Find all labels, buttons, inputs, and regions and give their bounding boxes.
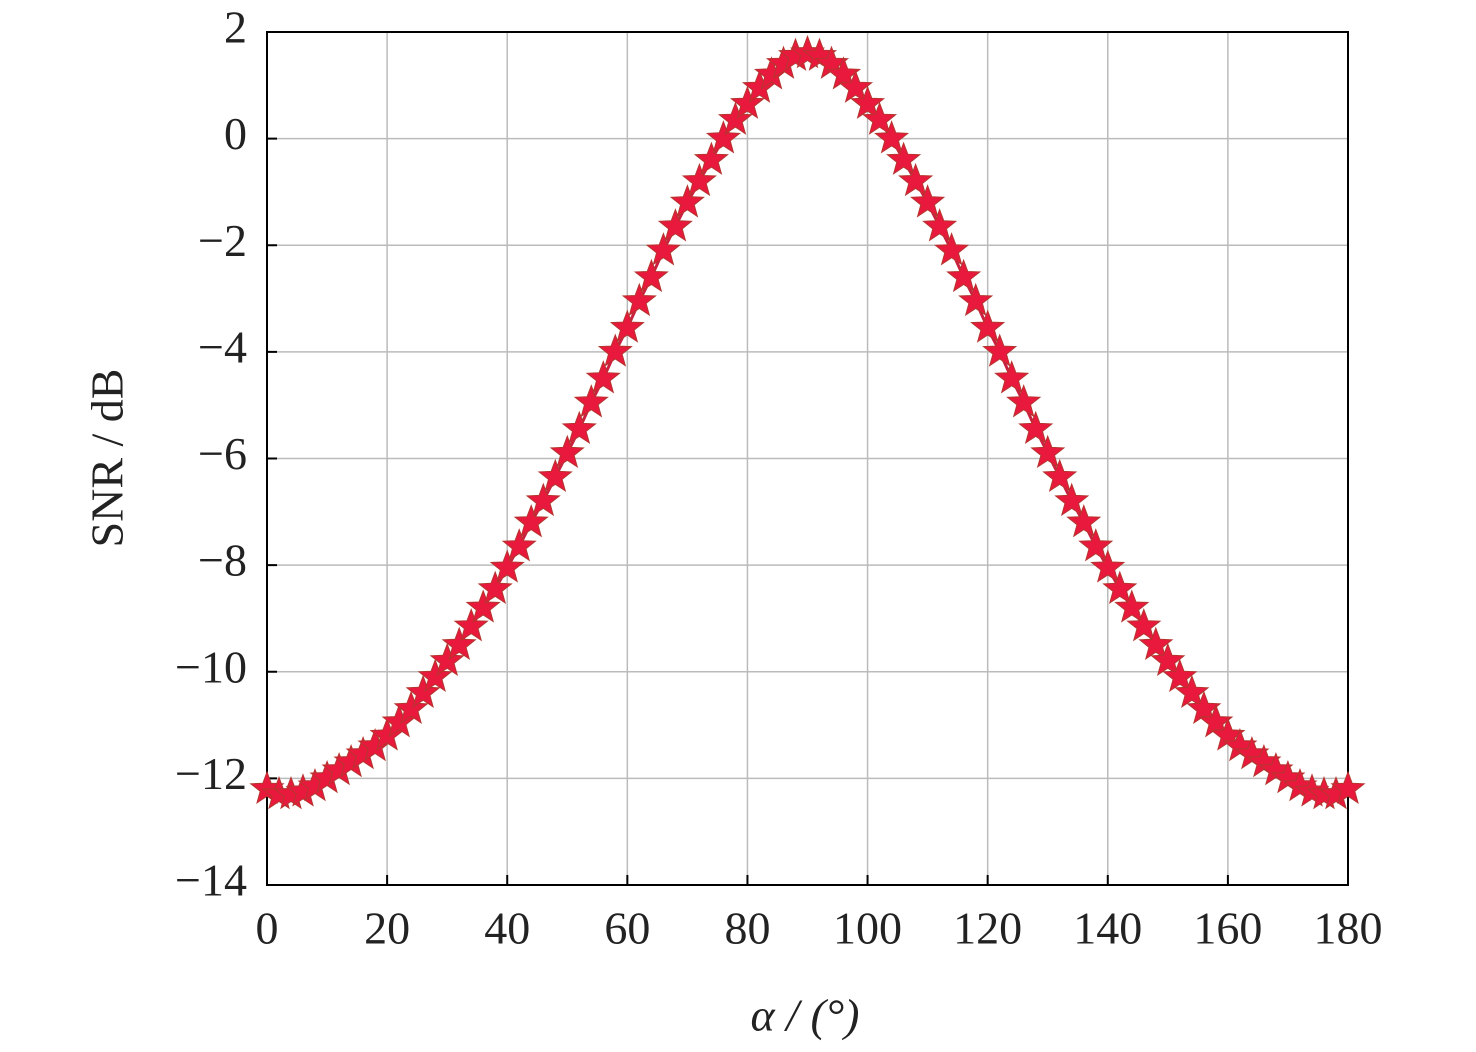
plot-frame: [266, 31, 1349, 886]
x-tick-label: 0: [256, 903, 279, 954]
star-marker: [1162, 658, 1198, 692]
y-axis-label: SNR / dB: [82, 369, 133, 548]
star-marker: [705, 120, 741, 154]
star-marker: [549, 434, 585, 469]
x-tick-label: 180: [1314, 903, 1383, 954]
star-marker: [513, 504, 549, 538]
x-tick-label: 60: [604, 903, 650, 954]
star-marker: [453, 607, 489, 642]
star-marker: [934, 232, 970, 266]
star-marker: [717, 101, 753, 135]
y-tick-label: −8: [198, 535, 247, 586]
star-marker: [369, 717, 405, 751]
star-marker: [681, 162, 717, 197]
star-marker: [982, 333, 1018, 367]
x-tick-label: 80: [724, 903, 770, 954]
star-marker: [970, 309, 1006, 343]
star-marker: [405, 674, 441, 708]
star-marker: [669, 184, 705, 218]
star-marker: [537, 458, 573, 493]
star-marker: [1018, 410, 1054, 445]
star-marker: [850, 85, 886, 119]
star-marker: [417, 658, 453, 692]
star-marker: [573, 384, 609, 418]
star-marker: [886, 141, 922, 175]
star-marker: [381, 703, 417, 738]
y-tick-label: 0: [224, 108, 247, 159]
star-marker: [1078, 528, 1114, 562]
x-tick-label: 120: [953, 903, 1022, 954]
star-marker: [1174, 674, 1210, 708]
star-marker: [826, 56, 862, 90]
star-marker: [1042, 458, 1078, 493]
x-tick-label: 100: [833, 903, 902, 954]
star-marker: [958, 282, 994, 317]
star-marker: [585, 360, 621, 394]
y-tick-label: 2: [224, 2, 247, 53]
star-marker: [477, 570, 513, 605]
x-tick-label: 20: [364, 903, 410, 954]
star-marker: [1126, 607, 1162, 642]
star-marker: [465, 589, 501, 623]
x-axis-label: α / (°): [751, 990, 860, 1041]
star-marker: [862, 101, 898, 135]
x-tick-label: 160: [1193, 903, 1262, 954]
star-marker: [741, 69, 777, 103]
star-marker: [729, 85, 765, 119]
star-marker: [1330, 770, 1366, 804]
star-marker: [1090, 549, 1126, 583]
star-marker: [1186, 690, 1222, 724]
star-marker: [946, 258, 982, 293]
star-marker: [1006, 384, 1042, 418]
star-marker: [561, 410, 597, 445]
star-marker: [489, 549, 525, 583]
star-marker: [501, 528, 537, 562]
star-marker: [693, 141, 729, 175]
y-tick-label: −4: [198, 321, 247, 372]
y-tick-label: −14: [175, 855, 247, 906]
star-marker: [1138, 626, 1174, 660]
x-tick-label: 140: [1073, 903, 1142, 954]
star-marker: [994, 360, 1030, 394]
star-marker: [838, 69, 874, 103]
y-tick-label: −2: [198, 215, 247, 266]
star-marker: [645, 232, 681, 266]
star-marker: [609, 309, 645, 343]
star-marker: [1066, 504, 1102, 538]
star-marker: [1102, 570, 1138, 605]
star-marker: [922, 208, 958, 242]
star-marker: [393, 690, 429, 724]
star-marker: [1054, 482, 1090, 517]
star-marker: [1150, 642, 1186, 676]
star-marker: [633, 258, 669, 293]
star-marker: [1114, 589, 1150, 623]
star-marker: [429, 642, 465, 676]
star-marker: [597, 333, 633, 367]
star-marker: [898, 162, 934, 197]
y-tick-label: −6: [198, 428, 247, 479]
star-marker: [910, 184, 946, 218]
star-marker: [657, 208, 693, 242]
star-marker: [1198, 703, 1234, 738]
x-tick-label: 40: [484, 903, 530, 954]
star-marker: [441, 626, 477, 660]
star-marker: [525, 482, 561, 517]
y-tick-label: −12: [175, 748, 247, 799]
star-marker: [1030, 434, 1066, 469]
star-marker: [874, 120, 910, 154]
y-tick-label: −10: [175, 641, 247, 692]
star-marker: [621, 282, 657, 317]
